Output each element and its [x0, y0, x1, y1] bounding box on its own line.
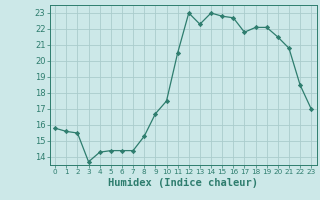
X-axis label: Humidex (Indice chaleur): Humidex (Indice chaleur) [108, 178, 258, 188]
